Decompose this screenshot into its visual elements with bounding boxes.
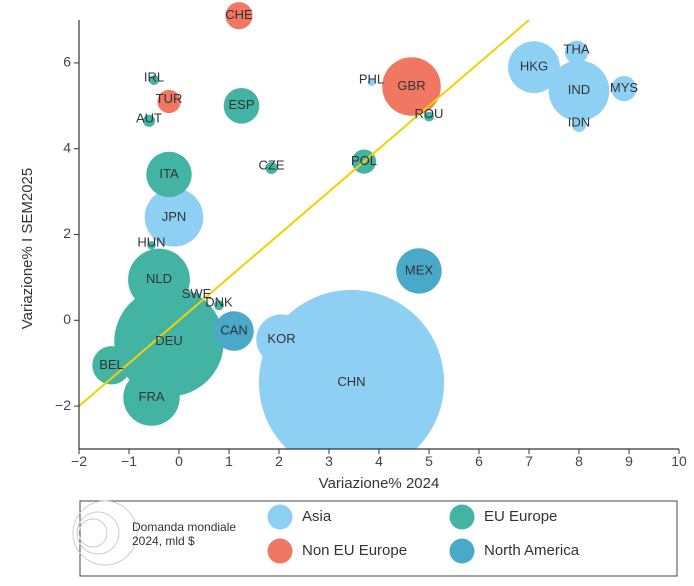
bubble-dnk <box>214 300 224 311</box>
bubble-label-tur: TUR <box>156 91 183 106</box>
bubble-mex <box>396 248 442 294</box>
bubble-jpn <box>144 188 204 247</box>
legend-label: North America <box>484 542 580 559</box>
bubble-phl <box>367 78 376 87</box>
bubble-irl <box>149 75 159 86</box>
bubble-can <box>214 311 254 351</box>
bubbles-layer <box>92 2 637 449</box>
x-axis-title: Variazione% 2024 <box>319 475 440 492</box>
bubble-label-mex: MEX <box>405 262 434 277</box>
bubble-chn <box>258 289 445 449</box>
bubble-tha <box>564 40 589 64</box>
x-tick-label: 4 <box>375 453 383 469</box>
bubble-label-irl: IRL <box>144 69 164 84</box>
bubble-fra <box>123 369 180 426</box>
x-tick-label: 8 <box>575 453 583 469</box>
size-legend-label: Domanda mondiale 2024, mld $ <box>132 520 236 548</box>
bubble-label-mys: MYS <box>610 80 639 95</box>
bubble-label-jpn: JPN <box>162 209 187 224</box>
bubble-label-hkg: HKG <box>520 59 548 74</box>
bubble-label-swe: SWE <box>182 286 212 301</box>
bubble-swe <box>192 292 201 301</box>
bubble-cze <box>265 161 278 175</box>
bubble-label-pol: POL <box>351 153 377 168</box>
bubble-label-rou: ROU <box>415 106 444 121</box>
y-tick-label: 6 <box>63 54 71 70</box>
bubble-idn <box>572 118 586 133</box>
bubble-hkg <box>508 41 560 94</box>
x-tick-label: 5 <box>425 453 433 469</box>
x-tick-label: 0 <box>175 453 183 469</box>
bubble-label-hun: HUN <box>137 235 165 250</box>
bubble-labels-layer: CHN DEU GBR IND HKG JPN NLD FRA MEX KOR ITA CAN BEL E… <box>99 7 638 404</box>
bubble-label-gbr: GBR <box>397 78 425 93</box>
legend-swatch <box>449 538 475 564</box>
reference-line <box>78 19 530 407</box>
legend-swatch <box>267 538 293 564</box>
bubble-label-deu: DEU <box>155 333 182 348</box>
bubble-label-aut: AUT <box>136 110 162 125</box>
legend-label: EU Europe <box>484 508 557 525</box>
bubble-label-can: CAN <box>220 322 247 337</box>
bubble-label-chn: CHN <box>337 374 365 389</box>
x-tick-label: 2 <box>275 453 283 469</box>
bubble-label-cze: CZE <box>259 157 285 172</box>
x-tick-label: 9 <box>625 453 633 469</box>
y-axis-title: Variazione% I SEM2025 <box>19 168 36 329</box>
bubble-gbr <box>382 57 441 116</box>
bubble-label-idn: IDN <box>568 115 590 130</box>
bubble-label-phl: PHL <box>359 72 384 87</box>
x-tick-label: −2 <box>71 453 87 469</box>
y-tick-label: 2 <box>63 225 71 241</box>
x-tick-label: −1 <box>121 453 137 469</box>
bubble-label-fra: FRA <box>139 389 165 404</box>
x-tick-label: 1 <box>225 453 233 469</box>
bubble-label-dnk: DNK <box>205 295 233 310</box>
bubble-label-bel: BEL <box>99 357 124 372</box>
legend-item-non-eu-europe: Non EU Europe <box>267 538 407 564</box>
bubble-rou <box>424 111 434 122</box>
legend-item-north-america: North America <box>449 538 580 564</box>
y-tick-label: 0 <box>63 311 71 327</box>
bubble-nld <box>128 248 190 311</box>
bubble-label-kor: KOR <box>267 331 295 346</box>
axes-layer: −2 −1 0 1 2 3 4 5 6 7 8 9 10 −2 0 2 4 6 Variazione% 2024 Va… <box>19 20 687 492</box>
legend-label: Non EU Europe <box>302 542 407 559</box>
bubble-label-nld: NLD <box>146 271 172 286</box>
bubble-label-esp: ESP <box>228 97 254 112</box>
bubble-label-che: CHE <box>225 7 253 22</box>
bubble-kor <box>256 314 307 365</box>
x-tick-label: 3 <box>325 453 333 469</box>
bubble-label-ita: ITA <box>159 166 179 181</box>
size-legend-icon <box>72 500 138 566</box>
reference-line-layer <box>78 19 530 407</box>
bubble-ita <box>146 151 192 198</box>
bubble-label-tha: THA <box>564 42 590 57</box>
legend-item-asia: Asia <box>267 504 332 530</box>
legend-label: Asia <box>302 508 332 525</box>
bubble-tur <box>157 89 181 114</box>
y-tick-label: 4 <box>63 139 71 155</box>
bubble-mys <box>611 76 637 102</box>
legend-frame <box>79 500 678 577</box>
bubble-hun <box>147 240 156 250</box>
y-tick-label: −2 <box>55 397 71 413</box>
bubble-ind <box>548 60 610 122</box>
legend: Domanda mondiale 2024, mld $ Asia Non EU Eu… <box>72 500 678 577</box>
bubble-esp <box>223 87 260 124</box>
legend-swatch <box>449 504 475 530</box>
legend-swatch <box>267 504 293 530</box>
bubble-label-ind: IND <box>568 82 590 97</box>
x-tick-label: 7 <box>525 453 533 469</box>
x-tick-label: 6 <box>475 453 483 469</box>
bubble-aut <box>142 114 156 127</box>
bubble-deu <box>114 286 224 397</box>
bubble-che <box>225 2 253 30</box>
bubble-bel <box>92 346 131 385</box>
legend-item-eu-europe: EU Europe <box>449 504 557 530</box>
x-tick-label: 10 <box>671 453 687 469</box>
